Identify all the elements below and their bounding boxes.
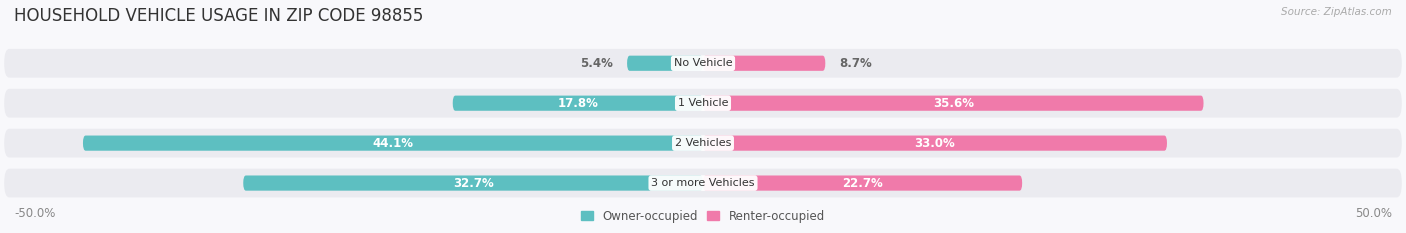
Text: No Vehicle: No Vehicle (673, 58, 733, 68)
Text: 32.7%: 32.7% (453, 177, 494, 190)
Text: 35.6%: 35.6% (932, 97, 974, 110)
FancyBboxPatch shape (703, 96, 1204, 111)
Text: 8.7%: 8.7% (839, 57, 872, 70)
Text: 22.7%: 22.7% (842, 177, 883, 190)
FancyBboxPatch shape (4, 169, 1402, 197)
Text: -50.0%: -50.0% (14, 207, 55, 220)
FancyBboxPatch shape (4, 129, 1402, 158)
Text: 1 Vehicle: 1 Vehicle (678, 98, 728, 108)
FancyBboxPatch shape (83, 136, 703, 151)
FancyBboxPatch shape (453, 96, 703, 111)
Text: Source: ZipAtlas.com: Source: ZipAtlas.com (1281, 7, 1392, 17)
Text: 50.0%: 50.0% (1355, 207, 1392, 220)
FancyBboxPatch shape (243, 175, 703, 191)
Legend: Owner-occupied, Renter-occupied: Owner-occupied, Renter-occupied (576, 205, 830, 228)
FancyBboxPatch shape (703, 136, 1167, 151)
FancyBboxPatch shape (703, 175, 1022, 191)
Text: 2 Vehicles: 2 Vehicles (675, 138, 731, 148)
Text: 3 or more Vehicles: 3 or more Vehicles (651, 178, 755, 188)
Text: 33.0%: 33.0% (915, 137, 955, 150)
Text: HOUSEHOLD VEHICLE USAGE IN ZIP CODE 98855: HOUSEHOLD VEHICLE USAGE IN ZIP CODE 9885… (14, 7, 423, 25)
Text: 17.8%: 17.8% (557, 97, 599, 110)
Text: 5.4%: 5.4% (581, 57, 613, 70)
FancyBboxPatch shape (703, 56, 825, 71)
FancyBboxPatch shape (4, 49, 1402, 78)
FancyBboxPatch shape (627, 56, 703, 71)
Text: 44.1%: 44.1% (373, 137, 413, 150)
FancyBboxPatch shape (4, 89, 1402, 118)
